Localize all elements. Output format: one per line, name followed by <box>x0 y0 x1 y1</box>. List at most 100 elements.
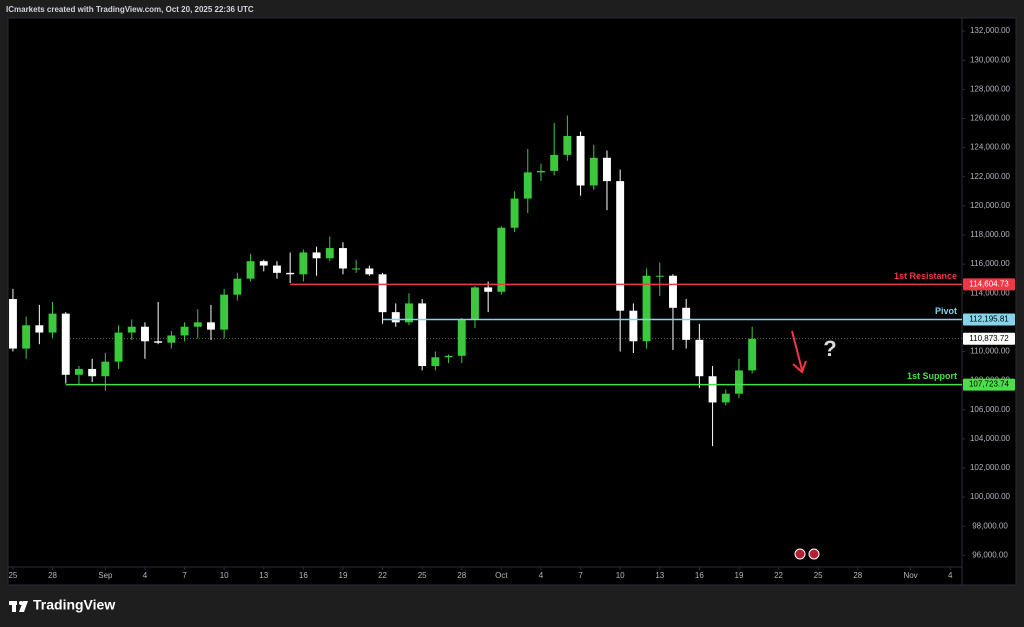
y-tick-label: 96,000.00 <box>972 550 1008 559</box>
candle-body <box>497 227 506 292</box>
x-tick-label: 28 <box>853 571 862 580</box>
y-tick-label: 110,000.00 <box>970 347 1010 356</box>
candle-body <box>167 335 176 343</box>
candle-body <box>457 319 466 356</box>
x-tick-label: 19 <box>339 571 348 580</box>
candle-body <box>510 198 519 228</box>
brand-logo <box>9 601 28 612</box>
y-tick-label: 128,000.00 <box>970 84 1011 93</box>
candle-body <box>61 313 70 375</box>
chart-title: ICmarkets created with TradingView.com, … <box>6 5 254 14</box>
level-label: 1st Support <box>907 371 957 381</box>
y-tick-label: 130,000.00 <box>970 55 1011 64</box>
candle-body <box>563 135 572 155</box>
y-tick-label: 132,000.00 <box>970 26 1011 35</box>
brand: TradingView <box>33 597 115 613</box>
candle-body <box>721 393 730 403</box>
candle-body <box>246 261 255 279</box>
candle-body <box>22 325 31 349</box>
x-tick-label: 10 <box>220 571 229 580</box>
level-price-box <box>963 378 1015 391</box>
candle-body <box>523 172 532 199</box>
candle-body <box>140 326 149 342</box>
x-tick-label: 22 <box>774 571 783 580</box>
level-price-label: 107,723.74 <box>969 380 1010 389</box>
candle-body <box>682 307 691 340</box>
x-tick-label: 13 <box>259 571 268 580</box>
x-tick-label: 25 <box>418 571 427 580</box>
x-tick-label: 16 <box>695 571 704 580</box>
candle-body <box>642 275 651 342</box>
level-label: 1st Resistance <box>894 271 957 281</box>
candle-body <box>365 268 374 275</box>
x-tick-label: 28 <box>48 571 57 580</box>
y-tick-label: 114,000.00 <box>970 288 1010 297</box>
y-tick-label: 118,000.00 <box>970 230 1010 239</box>
x-tick-label: 7 <box>578 571 583 580</box>
candle-body <box>537 170 545 173</box>
candle-body <box>484 287 493 292</box>
x-tick-label: 25 <box>8 571 17 580</box>
candle-body <box>325 248 334 259</box>
candle-body <box>48 313 57 333</box>
candle-body <box>708 376 717 403</box>
y-tick-label: 126,000.00 <box>970 114 1011 123</box>
candle-body <box>418 303 427 367</box>
candle-body <box>180 326 189 336</box>
annotation: ? <box>823 336 836 361</box>
y-tick-label: 116,000.00 <box>970 259 1010 268</box>
candle-body <box>154 341 163 343</box>
level-label: Pivot <box>935 306 957 316</box>
candle-body <box>669 275 677 308</box>
candle-body <box>272 265 281 273</box>
y-tick-label: 98,000.00 <box>972 521 1008 530</box>
candle-body <box>259 261 268 266</box>
candle-body <box>114 332 123 362</box>
candle-body <box>206 322 215 330</box>
candle-body <box>88 368 97 377</box>
candle-body <box>193 322 202 327</box>
last-price-box <box>963 332 1015 345</box>
candle-body <box>748 338 757 371</box>
arrow <box>791 330 807 374</box>
x-tick-label: 28 <box>457 571 466 580</box>
candle-body <box>8 299 17 349</box>
x-tick-label: Sep <box>98 571 113 580</box>
x-tick-label: 4 <box>143 571 148 580</box>
event-icons <box>794 548 820 560</box>
candle-body <box>603 157 611 182</box>
candle-body <box>101 361 110 377</box>
x-tick-label: 4 <box>539 571 544 580</box>
y-tick-label: 106,000.00 <box>970 405 1011 414</box>
x-tick-label: 7 <box>182 571 187 580</box>
candle-body <box>589 157 598 186</box>
candle-body <box>629 310 638 342</box>
x-tick-label: 10 <box>616 571 625 580</box>
candle-body <box>220 294 229 330</box>
level-price-label: 112,195.81 <box>969 315 1009 324</box>
candle-body <box>74 368 83 375</box>
x-tick-label: 13 <box>655 571 664 580</box>
candle-body <box>286 272 295 275</box>
candle-body <box>431 357 440 367</box>
chart-pane <box>7 17 1017 586</box>
candle-body <box>35 325 44 333</box>
candle-body <box>471 287 479 320</box>
candle-body <box>444 355 453 358</box>
candle-body <box>299 252 308 275</box>
x-tick-label: Oct <box>495 571 508 580</box>
candle-body <box>391 312 400 323</box>
candle-body <box>576 135 585 186</box>
y-tick-label: 120,000.00 <box>970 201 1011 210</box>
y-tick-label: 122,000.00 <box>970 172 1011 181</box>
last-price-label: 110,873.72 <box>969 334 1009 343</box>
candle-body <box>352 268 361 270</box>
level-price-box <box>963 313 1015 326</box>
candle-body <box>695 339 704 377</box>
level-price-label: 114,604.73 <box>969 280 1009 289</box>
candle-body <box>405 303 413 323</box>
x-tick-label: 25 <box>814 571 823 580</box>
x-tick-label: 19 <box>735 571 744 580</box>
candle-body <box>735 370 743 394</box>
